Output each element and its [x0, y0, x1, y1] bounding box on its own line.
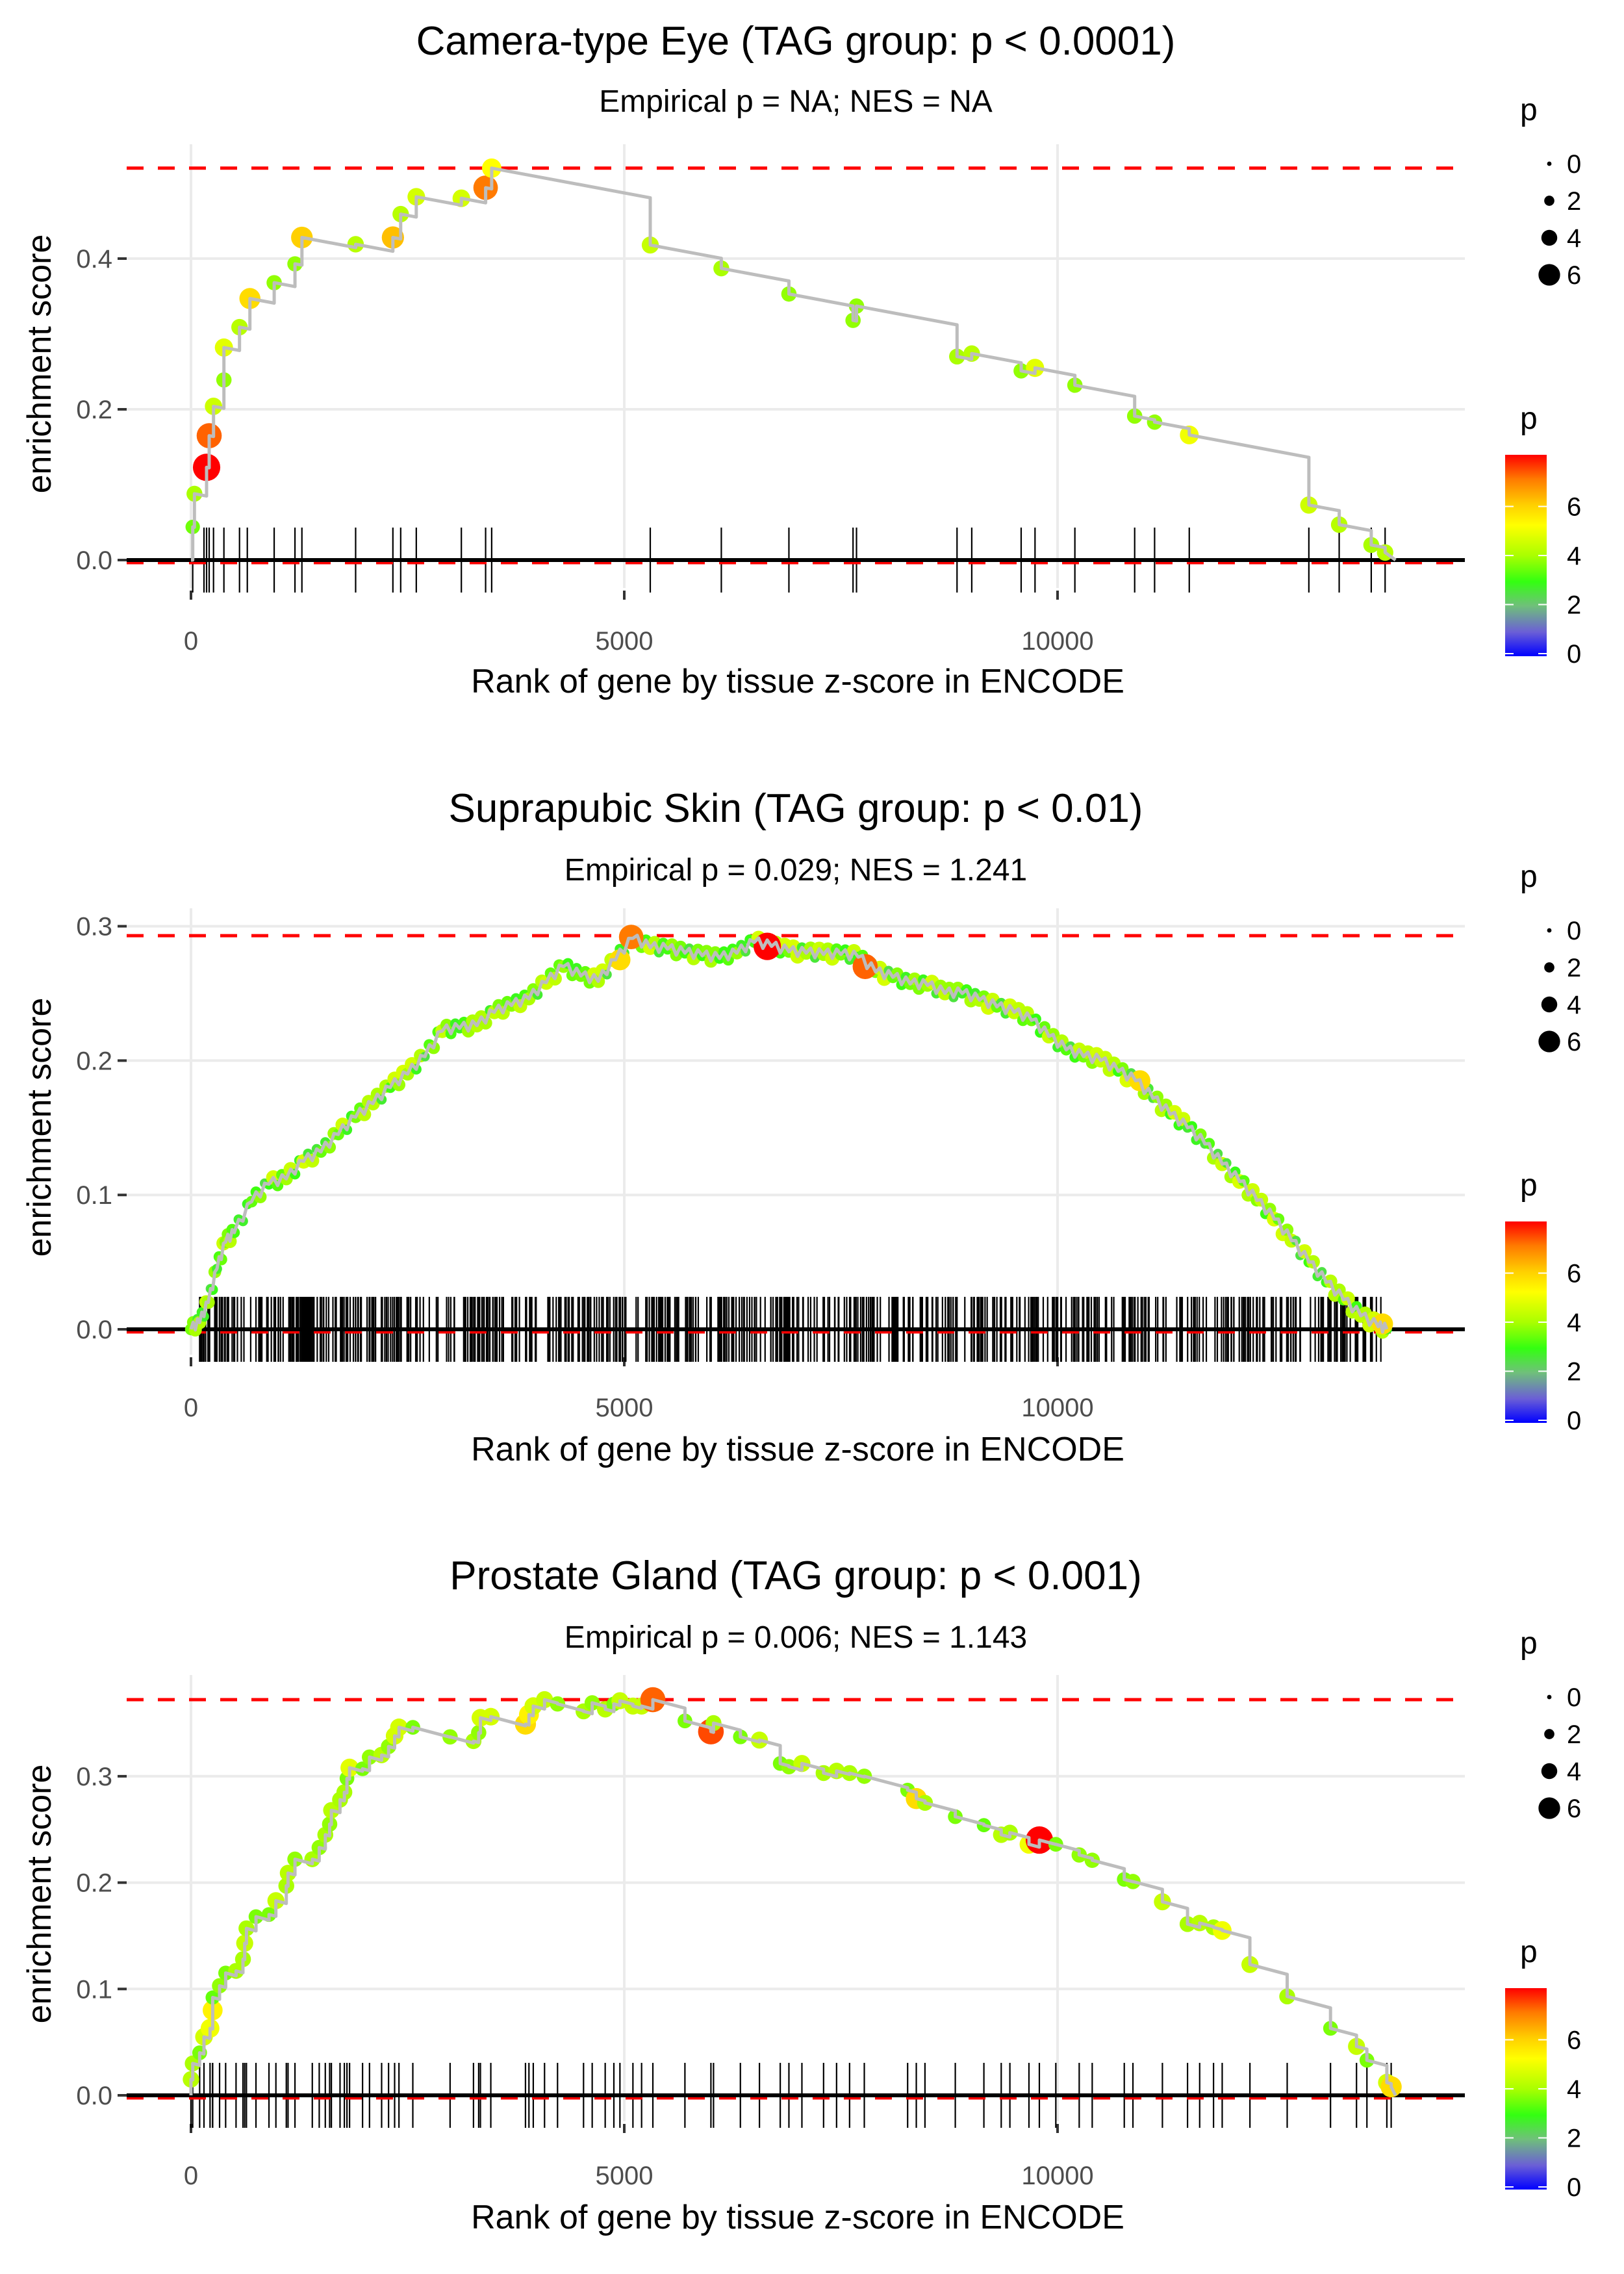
y-axis-title: enrichment score	[21, 998, 58, 1257]
size-legend-key	[1547, 161, 1552, 166]
size-legend-label: 4	[1567, 991, 1581, 1019]
es-point-highlight	[609, 949, 631, 971]
size-legend-label: 6	[1567, 261, 1581, 290]
size-legend-label: 2	[1567, 187, 1581, 216]
size-legend-key	[1541, 229, 1558, 246]
chart-panel-suprapubic-skin: Suprapubic Skin (TAG group: p < 0.01) Em…	[21, 786, 1581, 1468]
running-es-line	[189, 1698, 1397, 2097]
chart-title: Camera-type Eye (TAG group: p < 0.0001)	[416, 19, 1176, 64]
size-legend-label: 0	[1567, 917, 1581, 945]
x-tick-label: 10000	[1021, 627, 1093, 656]
colorbar-label: 0	[1567, 640, 1581, 669]
y-tick-label: 0.2	[76, 1047, 112, 1075]
colorbar-label: 0	[1567, 1407, 1581, 1435]
y-axis-title: enrichment score	[21, 235, 58, 494]
chart-title: Prostate Gland (TAG group: p < 0.001)	[450, 1553, 1141, 1598]
size-legend-label: 0	[1567, 150, 1581, 179]
y-tick-label: 0.0	[76, 2082, 112, 2110]
color-legend-title: p	[1520, 1168, 1538, 1203]
y-tick-label: 0.0	[76, 546, 112, 575]
running-es-line	[191, 166, 1397, 562]
plot-area: 0 5000 10000 0.0 0.2 0.4	[76, 144, 1465, 656]
colorbar-label: 2	[1567, 1358, 1581, 1386]
chart-subtitle: Empirical p = NA; NES = NA	[599, 84, 993, 119]
size-legend-label: 6	[1567, 1028, 1581, 1056]
size-legend-title: p	[1520, 860, 1538, 894]
colorbar-label: 6	[1567, 2026, 1581, 2055]
y-axis-title: enrichment score	[21, 1765, 58, 2024]
y-tick-label: 0.0	[76, 1316, 112, 1344]
chart-subtitle: Empirical p = 0.006; NES = 1.143	[565, 1620, 1027, 1655]
y-tick-label: 0.2	[76, 396, 112, 424]
size-legend-key	[1541, 1763, 1558, 1780]
chart-panel-camera-type-eye: Camera-type Eye (TAG group: p < 0.0001) …	[21, 19, 1581, 700]
es-points	[184, 925, 1393, 1339]
chart-subtitle: Empirical p = 0.029; NES = 1.241	[565, 853, 1027, 888]
x-tick-label: 10000	[1021, 1394, 1093, 1422]
color-legend-title: p	[1520, 1935, 1538, 1969]
es-point-highlight	[1372, 1313, 1393, 1335]
x-tick-label: 0	[184, 1394, 198, 1422]
es-points	[183, 1687, 1402, 2098]
x-tick-label: 0	[184, 627, 198, 656]
size-legend-label: 4	[1567, 1757, 1581, 1786]
size-legend-label: 2	[1567, 954, 1581, 982]
y-tick-label: 0.4	[76, 245, 112, 274]
x-tick-label: 5000	[596, 1394, 653, 1422]
size-legend-title: p	[1520, 1626, 1538, 1661]
y-tick-label: 0.1	[76, 1975, 112, 2004]
colorbar-label: 6	[1567, 493, 1581, 522]
size-legend-label: 4	[1567, 224, 1581, 253]
x-axis-title: Rank of gene by tissue z-score in ENCODE	[471, 663, 1124, 700]
colorbar-label: 2	[1567, 591, 1581, 620]
x-tick-label: 10000	[1021, 2162, 1093, 2190]
legend: p 0 2 4 6 p 0 2 4 6	[1505, 860, 1581, 1435]
size-legend-key	[1541, 996, 1558, 1013]
y-tick-label: 0.2	[76, 1869, 112, 1898]
running-es-line	[189, 934, 1389, 1334]
size-legend-key	[1547, 1694, 1552, 1700]
size-legend-key	[1544, 962, 1554, 973]
x-tick-label: 0	[184, 2162, 198, 2190]
size-legend-key	[1547, 928, 1552, 933]
size-legend-label: 0	[1567, 1683, 1581, 1712]
size-legend-title: p	[1520, 93, 1538, 127]
x-axis-title: Rank of gene by tissue z-score in ENCODE	[471, 2199, 1124, 2236]
colorbar-label: 4	[1567, 2075, 1581, 2104]
color-legend-title: p	[1520, 402, 1538, 436]
y-tick-label: 0.3	[76, 1763, 112, 1791]
plot-area: 0 5000 10000 0.0 0.1 0.2 0.3	[76, 908, 1465, 1422]
chart-title: Suprapubic Skin (TAG group: p < 0.01)	[449, 786, 1143, 831]
y-tick-label: 0.3	[76, 913, 112, 941]
size-legend-label: 6	[1567, 1795, 1581, 1823]
colorbar-label: 2	[1567, 2125, 1581, 2153]
size-legend-key	[1538, 1030, 1560, 1053]
size-legend-label: 2	[1567, 1720, 1581, 1749]
x-tick-label: 5000	[596, 2162, 653, 2190]
colorbar-label: 4	[1567, 542, 1581, 570]
x-tick-label: 5000	[596, 627, 653, 656]
size-legend-key	[1538, 264, 1560, 286]
es-points	[185, 158, 1393, 561]
colorbar-label: 4	[1567, 1309, 1581, 1337]
plot-area: 0 5000 10000 0.0 0.1 0.2 0.3	[76, 1675, 1465, 2190]
size-legend-key	[1544, 196, 1554, 206]
colorbar-label: 0	[1567, 2173, 1581, 2202]
size-legend-key	[1544, 1729, 1554, 1739]
x-axis-title: Rank of gene by tissue z-score in ENCODE	[471, 1431, 1124, 1468]
colorbar-label: 6	[1567, 1260, 1581, 1288]
chart-panel-prostate-gland: Prostate Gland (TAG group: p < 0.001) Em…	[21, 1553, 1581, 2236]
size-legend-key	[1538, 1797, 1560, 1819]
y-tick-label: 0.1	[76, 1181, 112, 1210]
